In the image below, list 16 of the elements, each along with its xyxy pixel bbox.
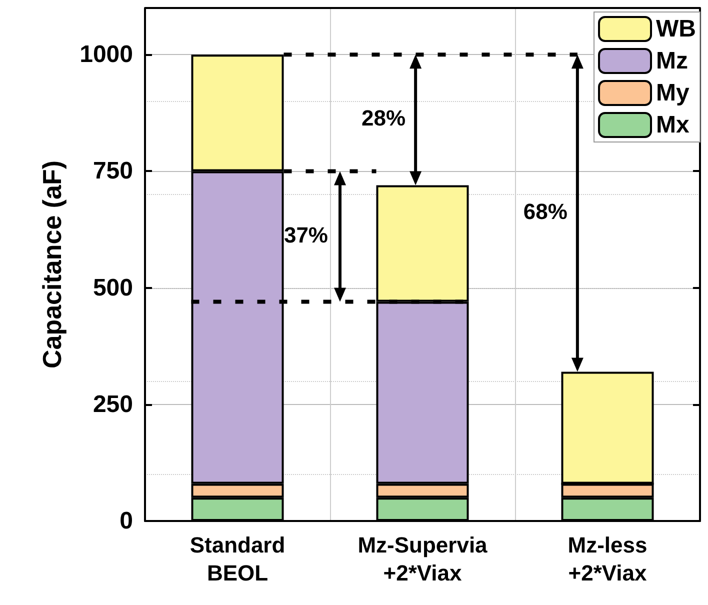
x-tick-label: Mz-less +2*Viax xyxy=(568,532,648,586)
legend-label: Mz xyxy=(656,48,688,74)
annotation: 68% xyxy=(523,199,568,224)
legend-label: WB xyxy=(656,16,696,42)
annotation: 37% xyxy=(284,222,328,248)
x-tick-label: Mz-Supervia +2*Viax xyxy=(358,532,488,586)
x-tick-label: Standard BEOL xyxy=(190,532,286,586)
legend-label: Mx xyxy=(656,112,690,138)
y-tick-label: 1000 xyxy=(80,41,133,68)
y-tick-label: 250 xyxy=(92,390,133,418)
y-tick-label: 750 xyxy=(92,158,133,185)
legend-label: My xyxy=(656,80,690,106)
y-axis-title: Capacitance (aF) xyxy=(37,160,67,369)
y-tick-label: 500 xyxy=(92,274,133,302)
annotation: 28% xyxy=(362,106,406,131)
y-tick-label: 0 xyxy=(120,508,133,534)
